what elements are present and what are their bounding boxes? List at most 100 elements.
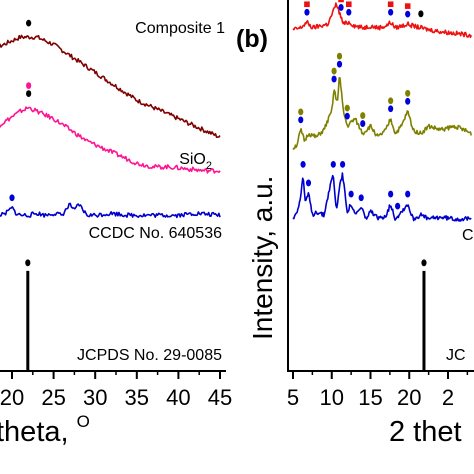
panel-b-series-2-marker-3 — [340, 160, 346, 168]
panel-b-series-0-marker-3 — [346, 1, 352, 16]
series-label-c-clipped: C — [462, 227, 474, 244]
panel-b-series-0-marker-2-square — [338, 0, 344, 3]
panel-a-tick-label-35: 35 — [125, 385, 149, 410]
panel-b-tick-label-20: 20 — [397, 385, 421, 410]
panel-b-series-1-marker-1 — [331, 67, 337, 83]
panel-b-tick-label-5: 5 — [287, 385, 299, 410]
panel-b-series-0-marker-4-square — [387, 1, 394, 8]
panel-b-series-0-marker-3-dot — [346, 8, 352, 16]
panel-b-series-1-marker-3-dot — [344, 112, 350, 120]
panel-b-x-ticks: 5 10 15 20 2 — [287, 371, 469, 410]
series-label-jcpds: JCPDS No. 29-0085 — [77, 347, 222, 364]
panel-a-series-2-line — [0, 202, 221, 219]
panel-b-series-1-marker-4-dot — [360, 112, 366, 119]
panel-b-series-1-marker-3-dot — [344, 104, 350, 112]
panel-b-series-2-marker-2 — [330, 160, 336, 168]
panel-a-tick-label-40: 40 — [166, 385, 190, 410]
panel-b-series-2-marker-6-dot — [388, 190, 394, 198]
panel-b-series-1-marker-4-dot — [360, 120, 366, 127]
panel-b-series-1-marker-0 — [298, 108, 304, 124]
panel-b-series-2-marker-0 — [300, 160, 306, 168]
panel-a-series-1-marker-1 — [26, 82, 32, 89]
panel-b-series-2-marker-8 — [405, 190, 411, 198]
panel-b-tick-label-10: 10 — [320, 385, 344, 410]
panel-b-series-1-marker-6-dot — [405, 89, 411, 97]
panel-b-series-1-marker-5-dot — [388, 97, 394, 105]
panel-b-series-0-marker-2-dot — [338, 4, 344, 11]
panel-b-label: (b) — [236, 25, 268, 53]
panel-a-tick-label-30: 30 — [83, 385, 107, 410]
panel-b-x-axis-label: 2 thet — [389, 416, 462, 448]
panel-b-series-1-marker-3 — [344, 104, 350, 120]
panel-b-series-0-marker-0 — [304, 1, 310, 16]
panel-b-series-2-marker-6 — [388, 190, 394, 198]
panel-a-series-1-line — [0, 106, 221, 174]
panel-b-series-0-marker-4-dot — [388, 8, 394, 16]
panel-b-series-2-marker-1-dot — [305, 179, 312, 187]
panel-b-series-0-marker-0-dot — [304, 8, 310, 16]
panel-b-series-2-marker-5-dot — [358, 194, 364, 202]
panel-a-x-axis-label: theta, O — [0, 412, 90, 448]
panel-b-series-2-marker-2-dot — [330, 160, 336, 168]
panel-b-series-2-marker-0-dot — [300, 160, 306, 168]
panel-b-series-0-marker-5-square — [404, 3, 411, 9]
panel-b-series-0-marker-4 — [387, 1, 394, 16]
panel-b-series-0-marker-3-square — [346, 1, 352, 8]
panel-b-series-1-line — [292, 77, 473, 150]
panel-a-series — [0, 34, 221, 371]
panel-b-series-0-marker-6 — [418, 10, 424, 18]
panel-b-series-3-marker-0 — [421, 259, 427, 267]
panel-a-series-3-marker-0-dot — [25, 259, 31, 267]
panel-a-series-0-line — [0, 34, 221, 138]
panel-a-markers — [9, 19, 32, 267]
panel-b-tick-label-25: 2 — [442, 385, 454, 410]
panel-b-series — [292, 2, 473, 371]
panel-b: 5 10 15 20 2 (b) Intensity, a.u. C JC 2 thet — [236, 0, 474, 448]
panel-a-series-0-marker-0 — [26, 19, 32, 27]
panel-b-series-2-marker-4 — [348, 190, 354, 198]
panel-b-series-1-marker-1-dot — [331, 75, 337, 83]
panel-b-series-2-marker-7-dot — [395, 202, 401, 210]
panel-a-x-ticks: 20 25 30 35 40 45 — [0, 371, 232, 410]
panel-b-series-0-marker-6-dot — [418, 10, 424, 18]
panel-b-series-0-marker-5-dot — [405, 10, 411, 18]
series-label-sio2: SiO2 — [179, 151, 212, 172]
panel-b-series-1-marker-5-dot — [388, 105, 394, 113]
panel-a-series-1-marker-0-dot — [26, 90, 32, 97]
panel-b-series-2-marker-5 — [358, 194, 364, 202]
panel-b-series-2-marker-3-dot — [340, 160, 346, 168]
panel-b-series-2-marker-4-dot — [348, 190, 354, 198]
panel-b-series-1-marker-6-dot — [405, 97, 411, 105]
panel-b-series-1-marker-5 — [388, 97, 394, 113]
panel-b-markers — [298, 0, 427, 267]
panel-b-series-0-marker-5 — [404, 3, 411, 18]
series-label-jc-clipped: JC — [446, 347, 466, 364]
panel-b-series-1-marker-6 — [405, 89, 411, 105]
panel-b-series-1-marker-0-dot — [298, 108, 304, 116]
panel-b-series-0-line — [292, 2, 473, 39]
panel-b-series-1-marker-2-dot — [336, 52, 343, 60]
panel-a: 20 25 30 35 40 45 Composite 1 SiO2 CCDC No. 6… — [0, 19, 232, 448]
panel-b-series-2-marker-8-dot — [405, 190, 411, 198]
panel-a-tick-label-45: 45 — [208, 385, 232, 410]
panel-a-tick-label-25: 25 — [41, 385, 65, 410]
panel-b-series-0-marker-2 — [338, 0, 344, 11]
panel-b-series-1-marker-2-dot — [336, 60, 343, 68]
panel-b-series-1-marker-1-dot — [331, 67, 337, 75]
panel-b-y-axis-label: Intensity, a.u. — [247, 176, 278, 340]
panel-a-series-1-marker-1-dot — [26, 82, 32, 89]
panel-b-series-0-marker-0-square — [304, 1, 310, 8]
panel-b-series-3-marker-0-dot — [421, 259, 427, 267]
panel-b-tick-label-15: 15 — [358, 385, 382, 410]
panel-a-series-2-marker-0 — [9, 194, 15, 202]
panel-a-series-0-marker-0-dot — [26, 19, 32, 27]
panel-b-series-2-marker-7 — [395, 202, 401, 210]
panel-a-series-3-marker-0 — [25, 259, 31, 267]
series-label-composite-1: Composite 1 — [135, 20, 225, 37]
panel-a-tick-label-20: 20 — [0, 385, 24, 410]
panel-a-series-2-marker-0-dot — [9, 194, 15, 202]
panel-b-series-1-marker-0-dot — [298, 116, 304, 124]
panel-a-series-1-marker-0 — [26, 90, 32, 97]
series-label-ccdc: CCDC No. 640536 — [89, 225, 223, 242]
